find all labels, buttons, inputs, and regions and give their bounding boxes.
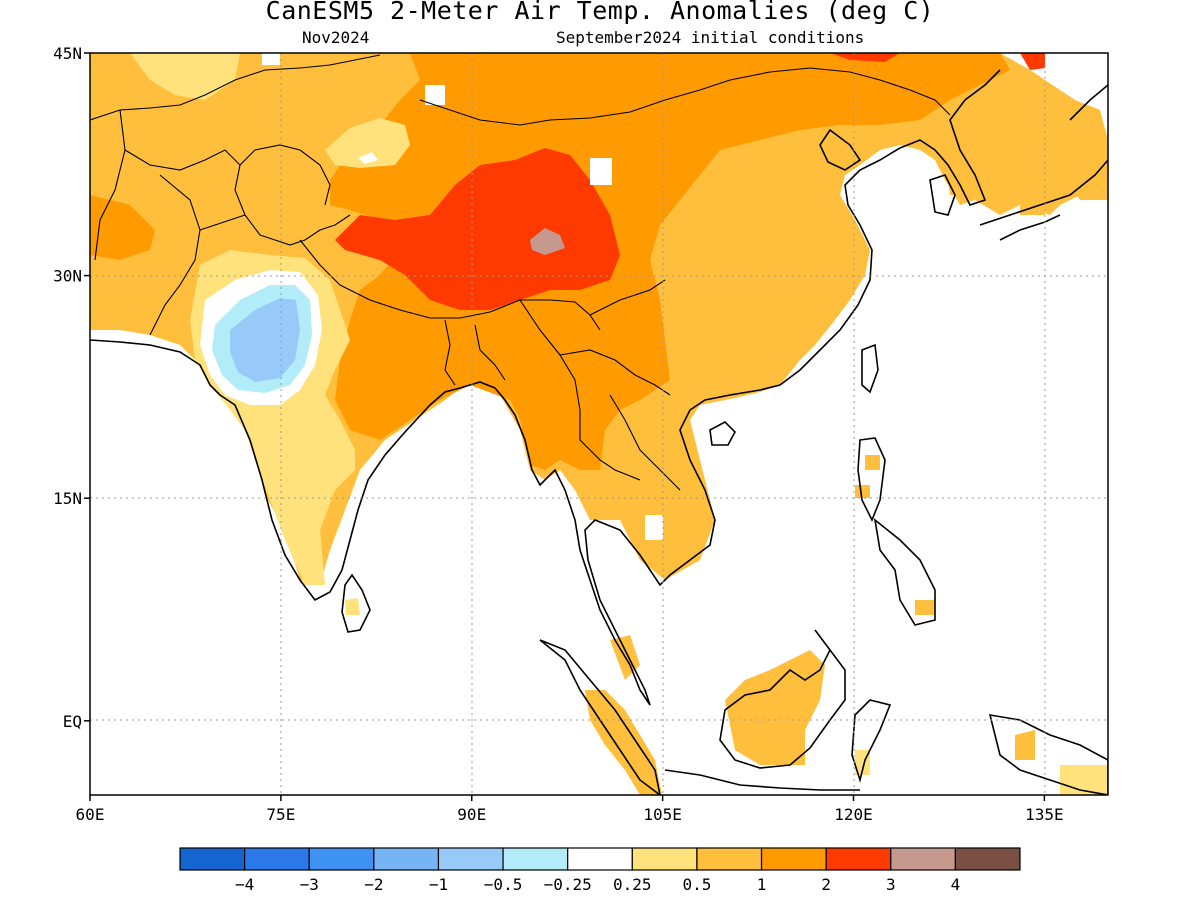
colorbar-swatch [696, 847, 763, 871]
lat-tick-label: EQ [63, 712, 82, 731]
colorbar-label: 3 [886, 875, 896, 894]
colorbar-swatch [631, 847, 698, 871]
colorbar-swatch [890, 847, 956, 871]
initial-conditions: September2024 initial conditions [556, 28, 865, 47]
gridlines [90, 53, 1108, 795]
anomaly-area-newguinea-b [1015, 730, 1035, 760]
lat-tick-label: 15N [53, 489, 82, 508]
colorbar-swatch [502, 847, 569, 871]
anomaly-spot-4plus [530, 228, 565, 255]
anomaly-area-3to4-korea [1020, 53, 1045, 70]
colorbar-swatch [308, 847, 375, 871]
colorbar-label: 0.25 [613, 875, 652, 894]
lon-tick-label: 90E [457, 805, 486, 824]
colorbar-swatch [179, 847, 246, 871]
colorbar-swatch [760, 847, 827, 871]
anomaly-area-luzon [865, 455, 880, 470]
colorbar-label: −2 [364, 875, 383, 894]
anomaly-spot-neutral-a [358, 152, 378, 164]
anomaly-area-0_5to1-srilanka [345, 598, 360, 615]
anomaly-area-sumatra [585, 690, 662, 795]
longitude-ticks: 60E 75E 90E 105E 120E 135E [76, 795, 1064, 824]
colorbar-label: −0.25 [544, 875, 592, 894]
colorbar-label: −3 [300, 875, 319, 894]
lon-tick-label: 60E [76, 805, 105, 824]
anomaly-area-0_5to1-xinjiang [325, 118, 410, 168]
no-data-lake-a [425, 85, 445, 105]
forecast-month: Nov2024 [302, 28, 370, 47]
no-data-lake-b [590, 158, 612, 185]
no-data-lake-d [645, 515, 663, 540]
colorbar-swatch [437, 847, 504, 871]
anomaly-area-neg-0_5 [230, 298, 300, 382]
lon-tick-label: 105E [643, 805, 682, 824]
latitude-ticks: 45N 30N 15N EQ [53, 44, 90, 731]
colorbar-swatch [954, 847, 1021, 871]
colorbar-label: −0.5 [484, 875, 523, 894]
country-borders [90, 54, 951, 491]
colorbar-label: −4 [235, 875, 254, 894]
anomaly-area-borneo [725, 650, 825, 765]
anomaly-area-3to4 [335, 148, 620, 310]
no-data-lake-c [262, 53, 280, 65]
colorbar-label: 4 [951, 875, 961, 894]
colorbar-swatch [373, 847, 440, 871]
anomaly-area-2to3 [330, 53, 1010, 470]
lat-tick-label: 45N [53, 44, 82, 63]
lon-tick-label: 120E [834, 805, 873, 824]
colorbar-label: 0.5 [682, 875, 711, 894]
colorbar-swatch [825, 847, 892, 871]
coastlines [90, 69, 1108, 795]
anomaly-area-3to4-north [830, 53, 900, 62]
colorbar-label: 2 [821, 875, 831, 894]
lon-tick-label: 135E [1025, 805, 1064, 824]
anomaly-area-luzon-b [855, 485, 870, 498]
lat-tick-label: 30N [53, 267, 82, 286]
anomaly-field [90, 53, 1108, 795]
colorbar-swatch [244, 847, 310, 871]
plot-frame [89, 52, 1109, 796]
anomaly-area-0_5to1-north [130, 53, 240, 100]
anomaly-area-mindanao [915, 600, 935, 615]
anomaly-area-2to3-west [90, 195, 155, 260]
map-title: CanESM5 2-Meter Air Temp. Anomalies (deg… [265, 0, 935, 25]
colorbar-label: 1 [757, 875, 767, 894]
colorbar-label: −1 [429, 875, 448, 894]
colorbar-swatch [567, 847, 633, 871]
lon-tick-label: 75E [266, 805, 295, 824]
